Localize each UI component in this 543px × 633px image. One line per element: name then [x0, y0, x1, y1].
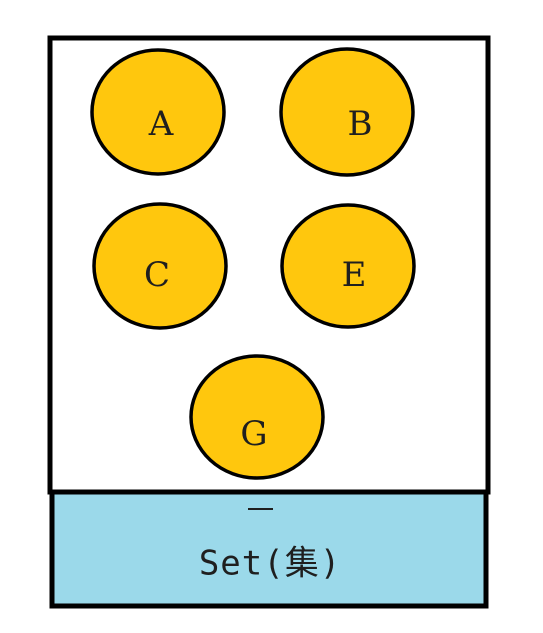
element-a-label: A [148, 104, 174, 144]
element-g-circle [189, 354, 325, 480]
element-c-label: C [144, 255, 170, 295]
element-g: G [189, 354, 325, 480]
element-e-circle [280, 203, 416, 329]
element-b-label: B [348, 104, 373, 144]
element-c-circle [92, 202, 228, 330]
element-a: A [90, 48, 226, 176]
element-a-circle [90, 48, 226, 176]
set-caption: Set(集) [199, 544, 341, 584]
set-caption-band [49, 489, 489, 609]
element-e-label: E [342, 255, 367, 295]
element-g-label: G [240, 414, 267, 454]
element-e: E [280, 203, 416, 329]
element-b-circle [279, 47, 415, 177]
element-c: C [92, 202, 228, 330]
element-b: B [279, 47, 415, 177]
